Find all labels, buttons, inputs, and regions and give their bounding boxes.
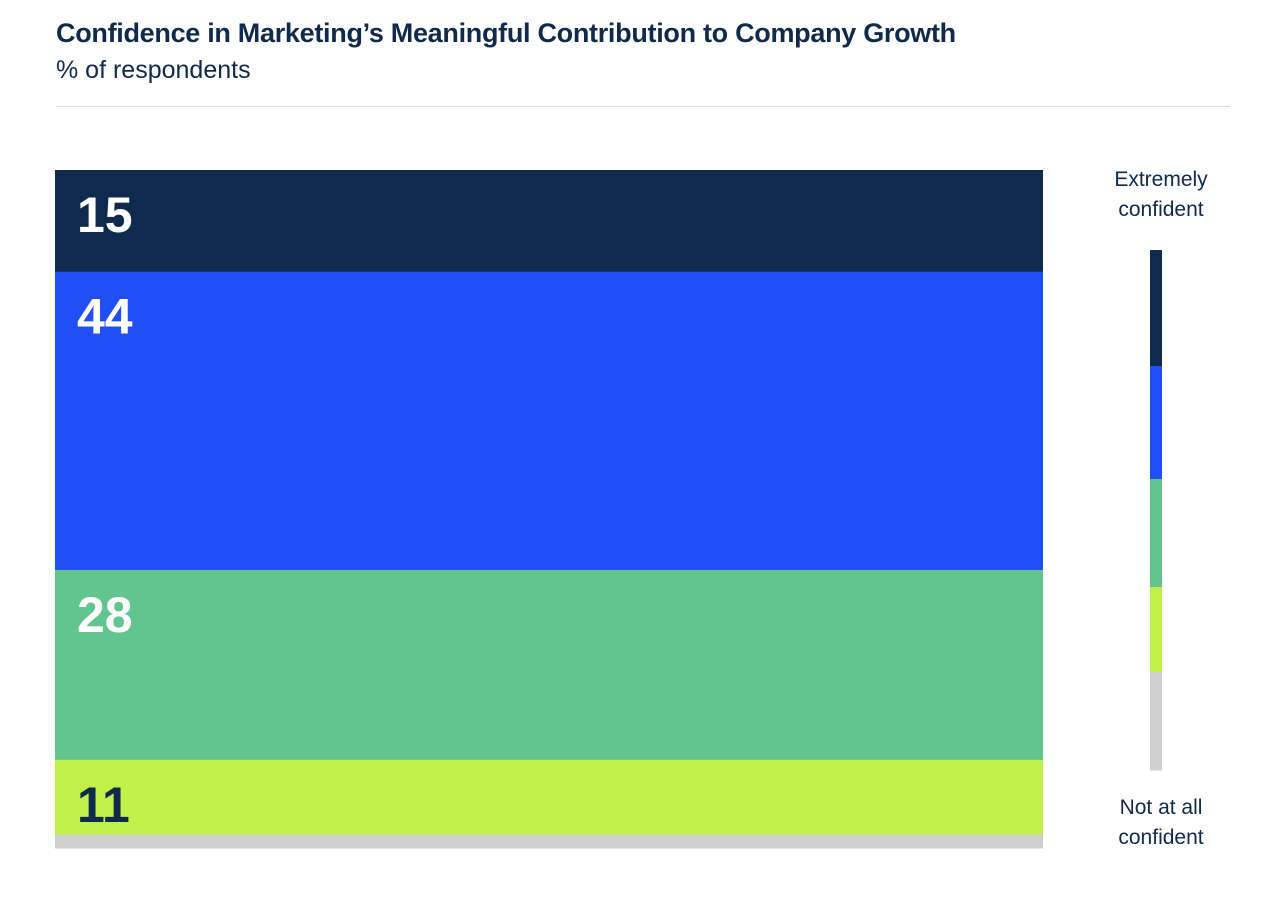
- legend-scale-segment-2: [1150, 366, 1162, 480]
- legend-scale-segment-1: [1150, 250, 1162, 367]
- legend-bottom-line2: confident: [1118, 826, 1204, 849]
- bar-segment-1: [55, 170, 1043, 273]
- bar-segment-2: [55, 271, 1043, 571]
- bar-value-label-4: 11: [77, 777, 130, 833]
- legend-top-label: Extremely confident: [1081, 165, 1241, 225]
- title-divider: [56, 106, 1230, 107]
- bar-segments: [55, 170, 1043, 849]
- legend-bottom-line1: Not at all: [1119, 796, 1203, 819]
- bar-value-label-1: 15: [77, 187, 133, 243]
- chart-title: Confidence in Marketing’s Meaningful Con…: [56, 18, 956, 48]
- legend-scale-segment-5: [1150, 672, 1162, 771]
- legend-top-line1: Extremely: [1114, 168, 1208, 191]
- bar-segment-3: [55, 570, 1043, 761]
- bar-value-label-2: 44: [77, 289, 133, 345]
- bar-segment-5: [55, 834, 1043, 849]
- legend-bottom-label: Not at all confident: [1081, 793, 1241, 853]
- bar-value-labels: 15 44 28 11: [77, 187, 133, 833]
- legend-scale-segment-4: [1150, 587, 1162, 673]
- legend-top-line2: confident: [1118, 198, 1204, 221]
- bar-segment-4: [55, 759, 1043, 835]
- bar-value-label-3: 28: [77, 587, 133, 643]
- legend-scale-segment-3: [1150, 479, 1162, 588]
- legend-scale: [1150, 250, 1162, 771]
- chart-subtitle: % of respondents: [56, 56, 251, 84]
